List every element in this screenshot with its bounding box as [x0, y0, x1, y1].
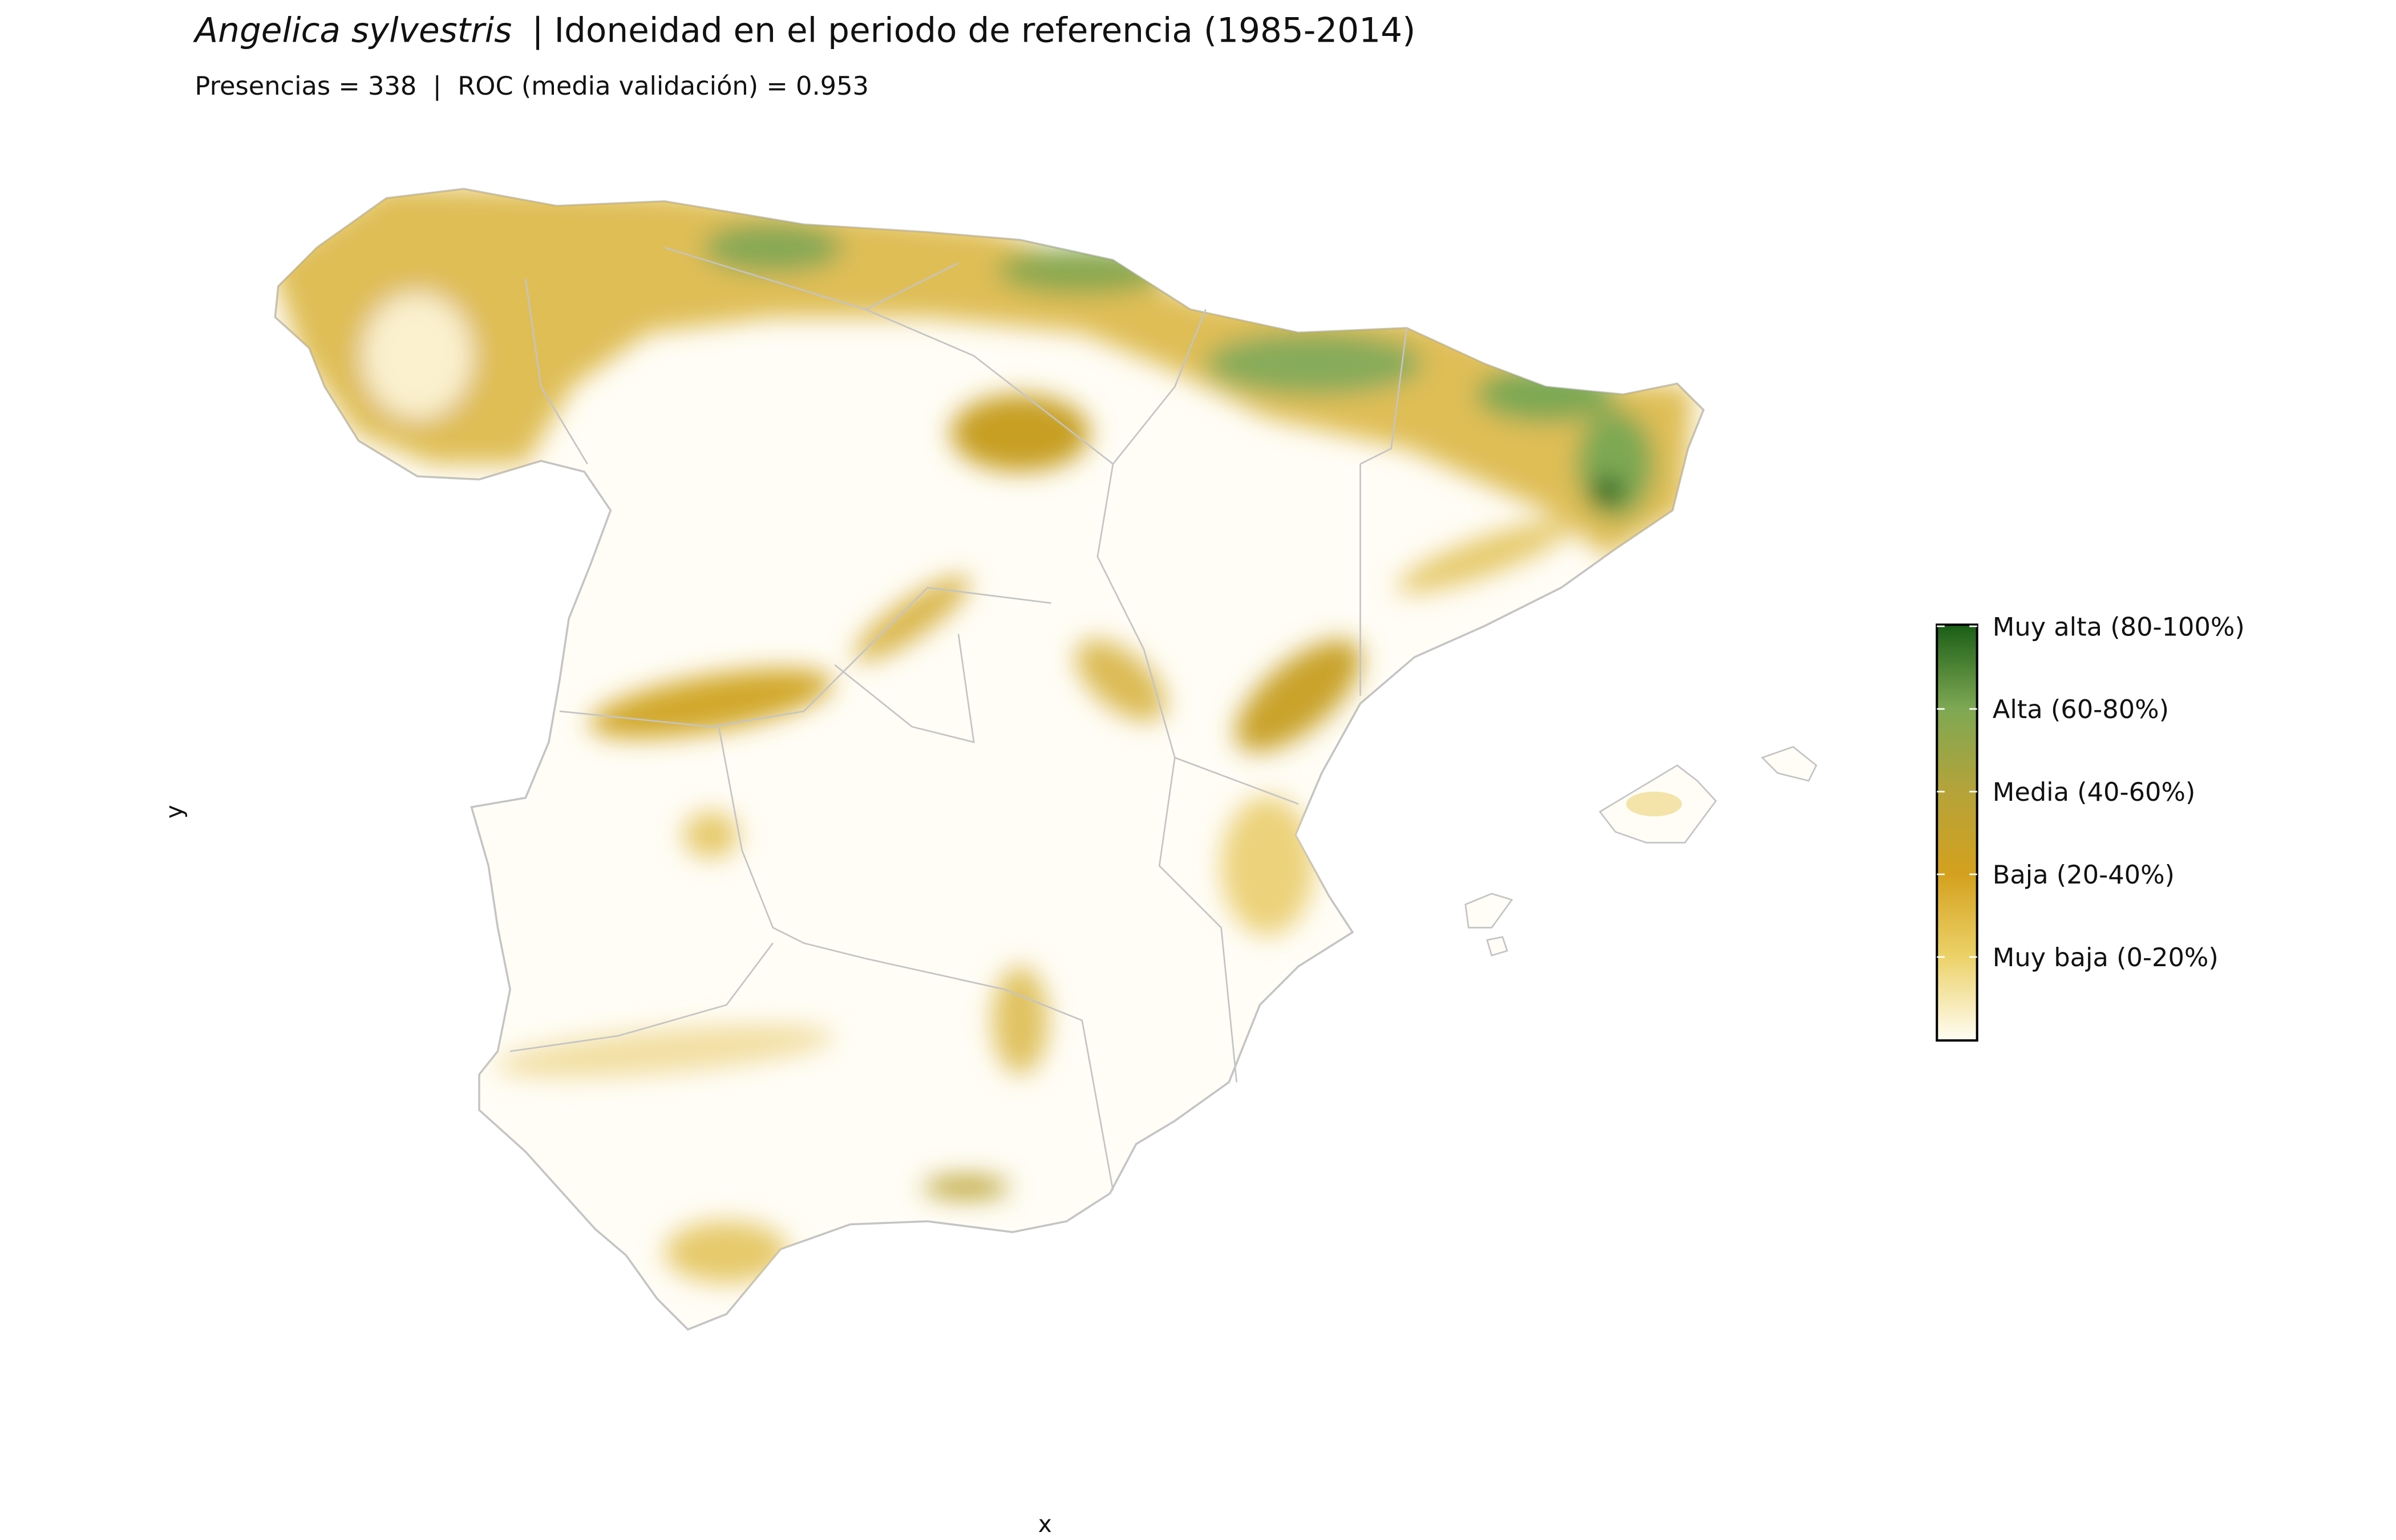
legend-label: Muy alta (80-100%) [1993, 612, 2245, 642]
title-species: Angelica sylvestris [192, 11, 512, 51]
legend-label: Media (40-60%) [1993, 777, 2196, 807]
legend-colorbar [1936, 623, 1978, 1042]
x-axis-label: x [1038, 1510, 1052, 1538]
peninsula [274, 188, 1705, 1331]
suitability-raster [275, 189, 1693, 1283]
legend-label: Muy baja (0-20%) [1993, 943, 2219, 972]
region-borders [510, 246, 1408, 1191]
title-text: | Idoneidad en el periodo de referencia … [532, 11, 1415, 51]
menorca [1760, 745, 1818, 782]
title: Angelica sylvestris | Idoneidad en el pe… [192, 11, 1415, 51]
formentera [1486, 936, 1508, 957]
ibiza [1464, 893, 1513, 929]
mallorca-suitability [1626, 791, 1682, 817]
legend: Muy alta (80-100%) Alta (60-80%) Media (40… [1936, 612, 2245, 1042]
subtitle: Presencias = 338 | ROC (media validación… [195, 71, 869, 101]
islands [1464, 745, 1818, 957]
legend-label: Alta (60-80%) [1993, 695, 2169, 724]
legend-label: Baja (20-40%) [1993, 860, 2175, 890]
y-axis-label: y [161, 805, 188, 818]
